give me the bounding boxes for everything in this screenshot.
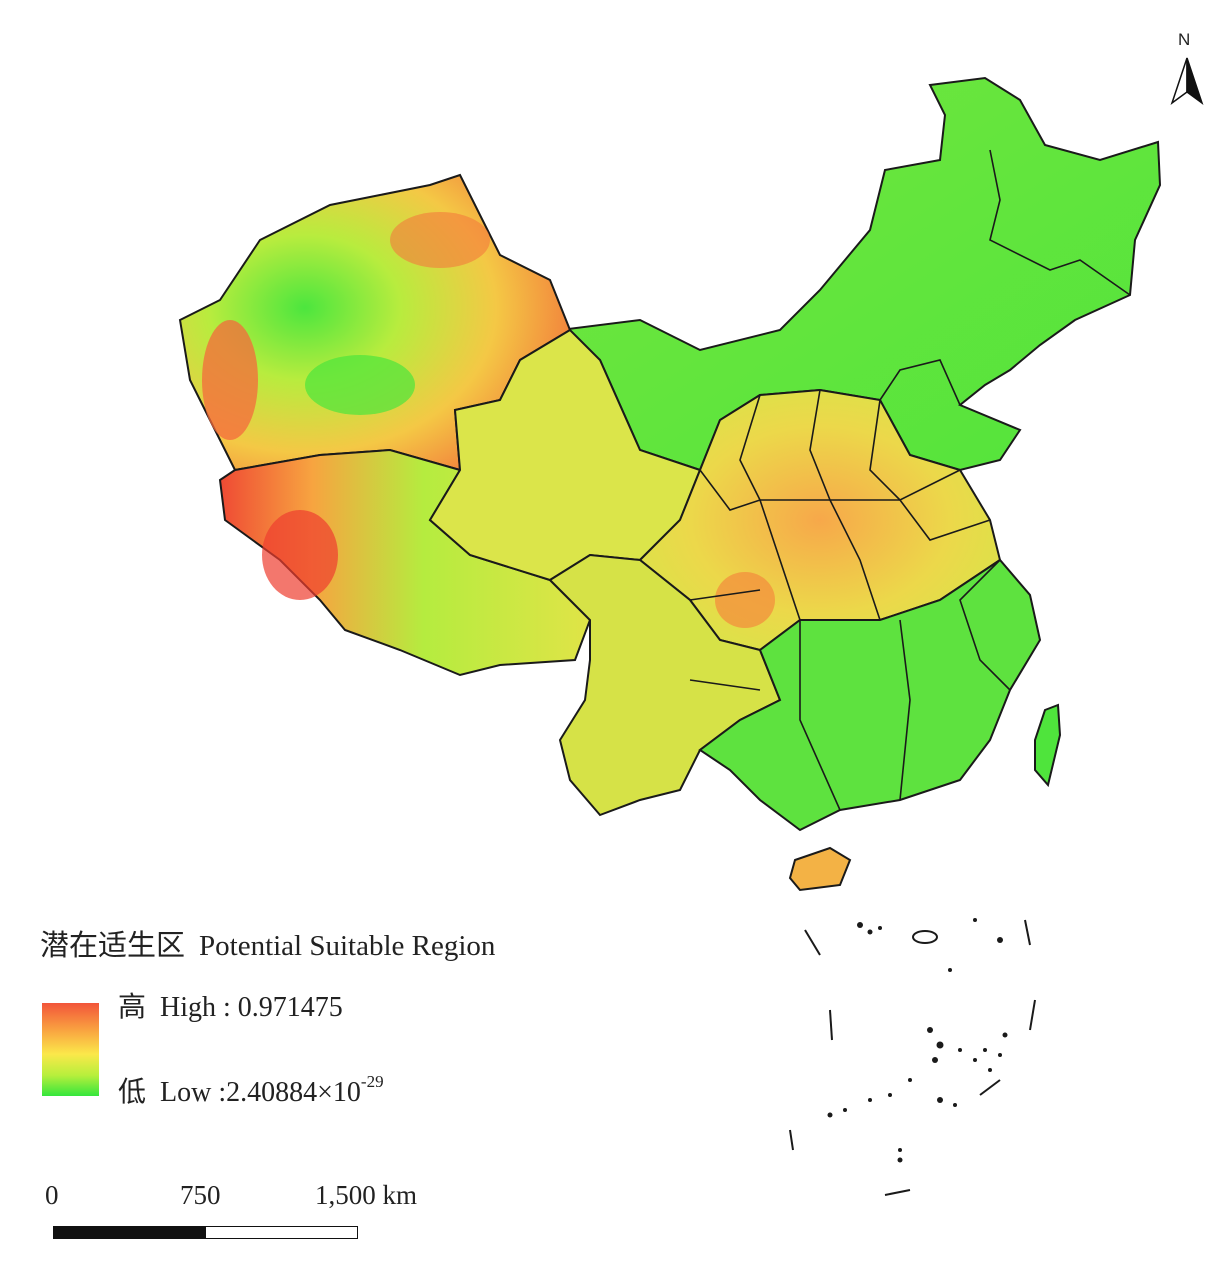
north-arrow-icon: [1170, 57, 1204, 105]
legend-high-cn: 高: [118, 992, 147, 1023]
legend-low: 低 Low :2.40884×10-29: [118, 1070, 384, 1110]
south-china-sea-reefs: [827, 918, 1008, 1163]
legend-color-ramp: [42, 1003, 99, 1096]
scale-bar-segment-white: [205, 1227, 357, 1238]
hotspot-west: [202, 320, 258, 440]
province-boundaries: [689, 149, 1131, 811]
legend-high-value: High : 0.971475: [160, 992, 343, 1023]
scale-bar-segment-black: [54, 1227, 206, 1238]
legend-low-exponent: -29: [360, 1072, 384, 1091]
legend-title-cn: 潜在适生区: [40, 930, 186, 962]
island-taiwan: [1034, 703, 1062, 788]
legend-low-cn: 低: [118, 1077, 147, 1108]
scale-tick-0: 0: [45, 1180, 59, 1210]
legend-low-value: Low :2.40884×10: [160, 1077, 361, 1108]
hotspot-himalaya: [262, 510, 338, 600]
hotspot-north-xinjiang: [390, 212, 490, 268]
north-label: N: [1178, 30, 1191, 49]
south-china-sea-islands: [789, 919, 1036, 1196]
legend-high: 高 High : 0.971475: [118, 985, 343, 1025]
region-southeast: [698, 558, 1042, 832]
island-hainan: [788, 846, 852, 892]
hotspot-sichuan: [715, 572, 775, 628]
legend-title: 潜在适生区 Potential Suitable Region: [40, 922, 495, 964]
legend-title-en: Potential Suitable Region: [199, 930, 496, 962]
region-southwest: [548, 553, 782, 817]
scale-tick-1500: 1,500 km: [315, 1180, 418, 1210]
scale-bar: [53, 1226, 358, 1239]
scale-tick-750: 750: [180, 1180, 221, 1210]
coolspot-tarim: [305, 355, 415, 415]
